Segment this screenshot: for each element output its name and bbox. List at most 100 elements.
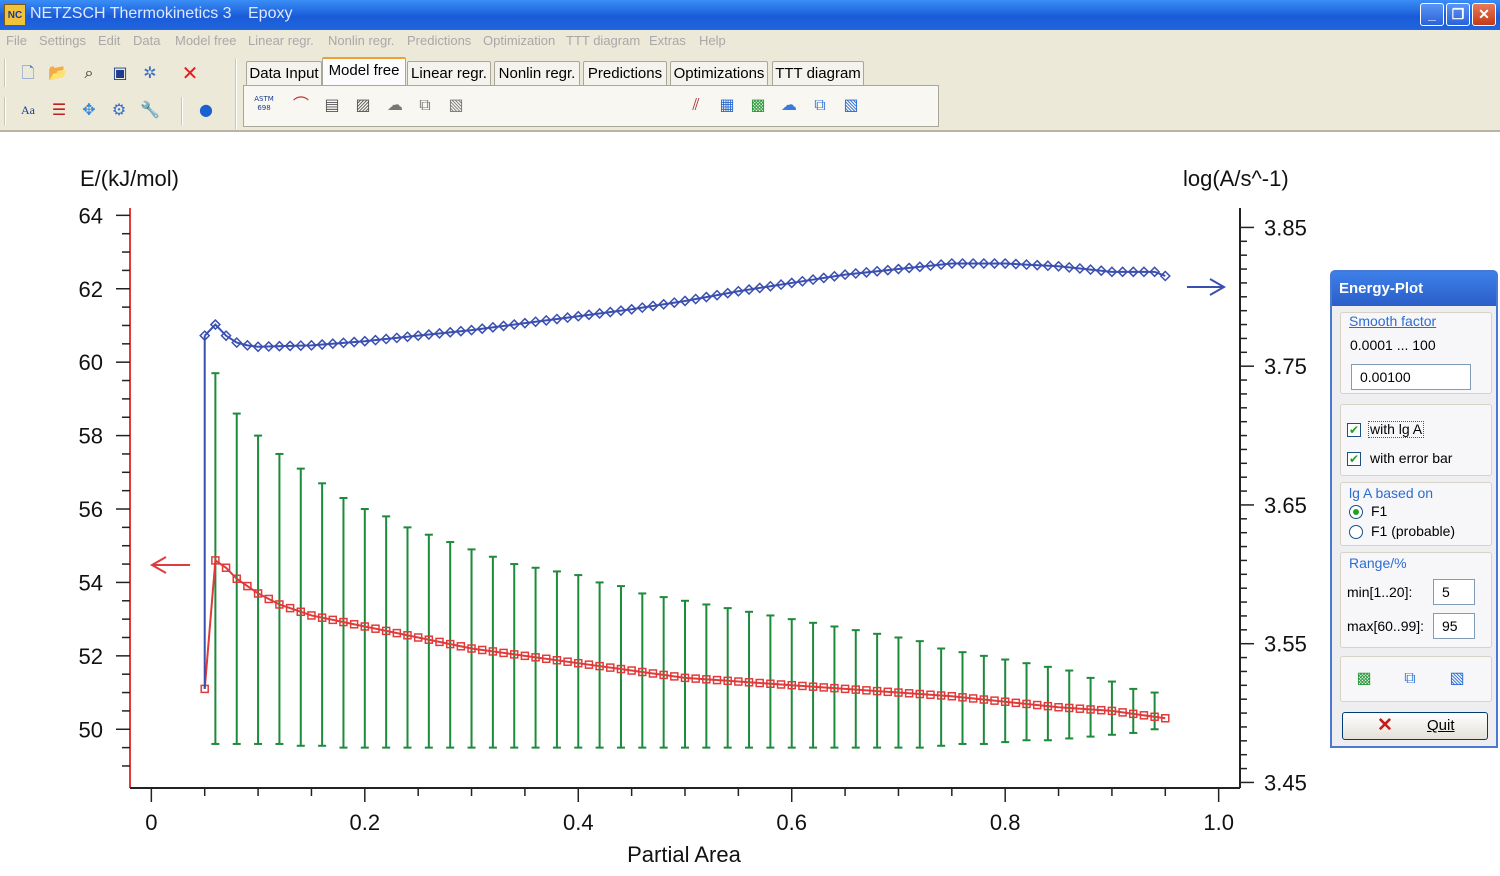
e-series-point bbox=[445, 639, 455, 649]
smooth-factor-input[interactable]: 0.00100 bbox=[1351, 364, 1471, 390]
save-icon[interactable]: ▣ bbox=[112, 63, 128, 82]
with-error-bar-label[interactable]: with error bar bbox=[1370, 450, 1453, 466]
menu-model-free[interactable]: Model free bbox=[175, 33, 237, 48]
binoculars-icon[interactable]: ⌕ bbox=[84, 63, 94, 82]
lga-series-point bbox=[551, 313, 563, 325]
menu-ttt-diagram[interactable]: TTT diagram bbox=[566, 33, 641, 48]
tab-nonlin-regr[interactable]: Nonlin regr. bbox=[494, 61, 580, 85]
help-icon[interactable]: ● bbox=[199, 100, 213, 119]
lga-series-point bbox=[594, 307, 606, 320]
copy-icon[interactable]: ⧉ bbox=[419, 95, 431, 114]
lga-series-point bbox=[327, 338, 339, 350]
lga-series-point bbox=[1117, 266, 1129, 278]
lga-series-point bbox=[348, 336, 360, 348]
radio-f1[interactable] bbox=[1349, 505, 1363, 519]
table-color-icon[interactable]: ▦ bbox=[719, 95, 735, 114]
menu-edit[interactable]: Edit bbox=[98, 33, 121, 48]
minimize-icon[interactable]: _ bbox=[1420, 3, 1444, 26]
with-error-bar-checkbox[interactable]: ✔ bbox=[1347, 452, 1361, 466]
menu-nonlin-regr[interactable]: Nonlin regr. bbox=[328, 33, 395, 48]
image-color-icon[interactable]: ▩ bbox=[750, 95, 766, 114]
e-series-point bbox=[381, 626, 391, 636]
panel-image-icon[interactable]: ▩ bbox=[1356, 670, 1372, 687]
wrench-icon[interactable]: 🔧 bbox=[140, 100, 160, 119]
new-file-icon[interactable]: 🗋 bbox=[21, 63, 35, 82]
tab-optimizations[interactable]: Optimizations bbox=[670, 61, 768, 85]
astm-icon[interactable]: ASTM 698 bbox=[254, 95, 274, 112]
y-axis-label: E/(kJ/mol) bbox=[80, 166, 179, 191]
tab-data-input[interactable]: Data Input bbox=[246, 61, 322, 85]
lga-series-point bbox=[369, 334, 382, 346]
cloud-color-icon[interactable]: ☁ bbox=[781, 95, 797, 114]
lga-series-point bbox=[284, 340, 296, 352]
menu-optimization[interactable]: Optimization bbox=[483, 33, 556, 48]
menu-settings[interactable]: Settings bbox=[39, 33, 86, 48]
export-image-icon[interactable]: ▧ bbox=[448, 95, 464, 114]
restore-icon[interactable]: ❐ bbox=[1446, 3, 1470, 26]
e-series-point bbox=[616, 664, 626, 674]
menu-file[interactable]: File bbox=[6, 33, 27, 48]
y-tick-label: 58 bbox=[79, 424, 103, 449]
with-lga-checkbox[interactable]: ✔ bbox=[1347, 423, 1361, 437]
export-color-icon[interactable]: ▧ bbox=[843, 95, 859, 114]
cloud-icon[interactable]: ☁ bbox=[387, 95, 403, 114]
ntk-app-icon[interactable]: NC bbox=[4, 4, 26, 26]
panel-copy-icon[interactable]: ⧉ bbox=[1404, 670, 1416, 687]
quit-button[interactable]: ✕ Quit bbox=[1342, 712, 1488, 740]
lga-series-point bbox=[668, 297, 680, 309]
e-series-point bbox=[638, 667, 647, 677]
crosshair-icon[interactable]: ✥ bbox=[82, 100, 96, 119]
min-range-input[interactable]: 5 bbox=[1433, 579, 1475, 605]
e-series-point bbox=[990, 696, 999, 705]
lga-series-point bbox=[444, 326, 456, 338]
menu-extras[interactable]: Extras bbox=[649, 33, 686, 48]
menu-help[interactable]: Help bbox=[699, 33, 726, 48]
tab-linear-regr[interactable]: Linear regr. bbox=[407, 61, 491, 85]
delete-icon[interactable]: ✕ bbox=[181, 61, 199, 85]
radio-f1-probable[interactable] bbox=[1349, 525, 1363, 539]
lga-series-point bbox=[764, 280, 776, 292]
tab-predictions[interactable]: Predictions bbox=[583, 61, 667, 85]
panel-export-icon[interactable]: ▧ bbox=[1449, 670, 1465, 687]
table-icon[interactable]: ▤ bbox=[324, 95, 340, 114]
hatch-icon[interactable]: ⫽ bbox=[692, 95, 700, 114]
open-folder-icon[interactable]: 📂 bbox=[48, 63, 68, 82]
lga-series-point bbox=[487, 321, 499, 333]
max-range-input[interactable]: 95 bbox=[1433, 613, 1475, 639]
e-series-point bbox=[243, 581, 252, 591]
radio-f1-label[interactable]: F1 bbox=[1371, 503, 1388, 519]
e-series-point bbox=[1129, 709, 1138, 719]
e-series-point bbox=[1011, 698, 1021, 708]
y-tick-label: 56 bbox=[79, 497, 103, 522]
menu-linear-regr[interactable]: Linear regr. bbox=[248, 33, 314, 48]
e-series-point bbox=[734, 677, 743, 686]
copy-color-icon[interactable]: ⧉ bbox=[814, 95, 826, 114]
lga-series-point bbox=[924, 260, 937, 272]
tab-model-free[interactable]: Model free bbox=[322, 57, 406, 86]
with-lga-label[interactable]: with lg A bbox=[1368, 421, 1425, 438]
e-series-point bbox=[1064, 703, 1074, 713]
lga-series-point bbox=[583, 309, 595, 321]
menu-predictions[interactable]: Predictions bbox=[407, 33, 472, 48]
gear-icon[interactable]: ⚙ bbox=[111, 100, 127, 119]
e-series-point bbox=[595, 661, 604, 671]
smooth-group: Smooth factor 0.0001 ... 100 0.00100 bbox=[1340, 312, 1492, 394]
e-series-point bbox=[830, 683, 839, 693]
lga-series-point bbox=[850, 267, 862, 280]
menu-data[interactable]: Data bbox=[133, 33, 161, 48]
line-style-icon[interactable]: ☰ bbox=[51, 100, 67, 119]
e-series-point bbox=[328, 615, 338, 625]
tools-icon[interactable]: ✲ bbox=[143, 63, 157, 82]
e-series-point bbox=[221, 563, 231, 572]
tab-ttt-diagram[interactable]: TTT diagram bbox=[772, 61, 864, 85]
curve-icon[interactable]: ⌒ bbox=[292, 95, 309, 114]
image-icon[interactable]: ▨ bbox=[355, 95, 371, 114]
font-icon[interactable]: Aa bbox=[21, 103, 35, 117]
y2-tick-label: 3.45 bbox=[1264, 770, 1307, 795]
lga-series-point bbox=[743, 284, 755, 296]
close-icon[interactable]: ✕ bbox=[1472, 3, 1496, 26]
e-series-point bbox=[904, 689, 914, 698]
e-series-point bbox=[680, 673, 690, 683]
radio-f1-probable-label[interactable]: F1 (probable) bbox=[1371, 523, 1456, 539]
lga-series-point bbox=[252, 341, 264, 353]
